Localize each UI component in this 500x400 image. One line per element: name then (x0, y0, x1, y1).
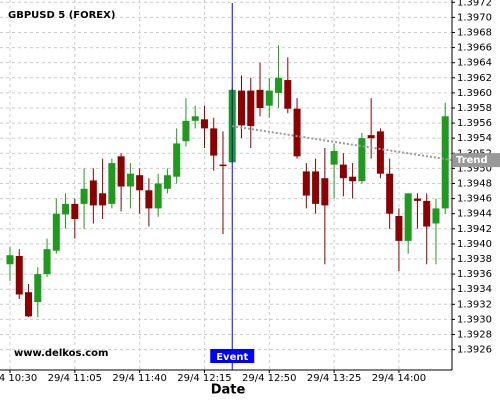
y-tick-label: 1.3930 (457, 314, 492, 325)
y-tick-label: 1.3968 (457, 27, 492, 38)
candle-body (238, 90, 245, 126)
candle-body (126, 173, 134, 187)
candle-body (413, 198, 421, 201)
candle-body (219, 164, 227, 167)
candle-body (34, 274, 42, 303)
x-tick-label: 29/4 12:15 (177, 373, 231, 384)
candle-body (367, 135, 375, 139)
candle-body (312, 171, 320, 204)
candle-body (330, 151, 338, 165)
candle-body (108, 163, 116, 204)
event-label-box (210, 349, 255, 363)
candle-body (441, 116, 449, 209)
y-tick-label: 1.3932 (457, 299, 492, 310)
y-tick-label: 1.3938 (457, 254, 492, 265)
candle-body (136, 175, 144, 191)
candle-body (395, 215, 403, 241)
x-tick-label: 29/4 12:50 (242, 373, 296, 384)
candle-body (117, 156, 125, 187)
candle-body (80, 188, 88, 204)
x-tick-label: 29/4 14:00 (372, 373, 426, 384)
candle-body (256, 89, 264, 108)
y-tick-label: 1.3972 (457, 0, 492, 8)
candle-body (154, 183, 162, 209)
watermark: www.delkos.com (14, 348, 108, 359)
candle-body (43, 249, 51, 275)
y-tick-label: 1.3960 (457, 88, 492, 99)
candle-body (293, 108, 301, 157)
y-tick-label: 1.3950 (457, 163, 492, 174)
candle-body (358, 138, 366, 182)
x-tick-label: 29/4 13:25 (307, 373, 361, 384)
y-tick-label: 1.3962 (457, 73, 492, 84)
candle-body (247, 90, 255, 127)
trend-label-box (453, 153, 500, 168)
y-tick-label: 1.3946 (457, 194, 492, 205)
chart-title: GBPUSD 5 (FOREX) (8, 10, 115, 21)
candle-body (182, 120, 190, 142)
y-tick-label: 1.3948 (457, 178, 492, 189)
candle-body (173, 143, 181, 177)
candle-body (321, 178, 329, 206)
grid (0, 0, 452, 370)
candle-body (62, 203, 70, 215)
y-tick-label: 1.3936 (457, 269, 492, 280)
candle-body (145, 190, 153, 209)
candle-body (25, 292, 33, 317)
candle-body (52, 213, 60, 251)
candle-body (339, 164, 347, 179)
candle-body (15, 255, 23, 295)
x-tick-label: 29/4 11:40 (112, 373, 166, 384)
y-tick-label: 1.3940 (457, 239, 492, 250)
y-tick-label: 1.3934 (457, 284, 492, 295)
candle-body (200, 119, 208, 129)
y-tick-label: 1.3958 (457, 103, 492, 114)
candle-body (6, 255, 14, 265)
candle-body (191, 116, 199, 121)
candle-body (89, 180, 97, 206)
trend-label: Trend (456, 155, 488, 166)
y-tick-label: 1.3964 (457, 58, 492, 69)
candle-body (404, 193, 412, 241)
x-tick-label: 29/4 10:30 (0, 373, 37, 384)
event-label: Event (216, 352, 248, 363)
candle-body (423, 200, 431, 227)
y-tick-label: 1.3928 (457, 330, 492, 341)
candle-body (71, 203, 79, 219)
candle-body (210, 128, 218, 156)
candle-body (349, 176, 357, 182)
candle-body (376, 131, 384, 174)
y-tick-label: 1.3966 (457, 43, 492, 54)
candle-body (284, 80, 292, 109)
candle-body (302, 171, 310, 196)
candle-body (163, 175, 171, 189)
trend-line (232, 125, 453, 162)
y-tick-label: 1.3954 (457, 133, 492, 144)
x-axis-label: Date (211, 383, 246, 398)
y-tick-label: 1.3942 (457, 224, 492, 235)
candle-body (432, 208, 440, 224)
y-tick-label: 1.3956 (457, 118, 492, 129)
candle-body (265, 90, 273, 106)
y-tick-label: 1.3970 (457, 12, 492, 23)
x-tick-label: 29/4 11:05 (48, 373, 102, 384)
y-tick-label: 1.3926 (457, 345, 492, 356)
candle-body (275, 77, 283, 93)
y-tick-label: 1.3944 (457, 209, 492, 220)
candle-body (386, 173, 394, 214)
candle-body (99, 193, 107, 206)
